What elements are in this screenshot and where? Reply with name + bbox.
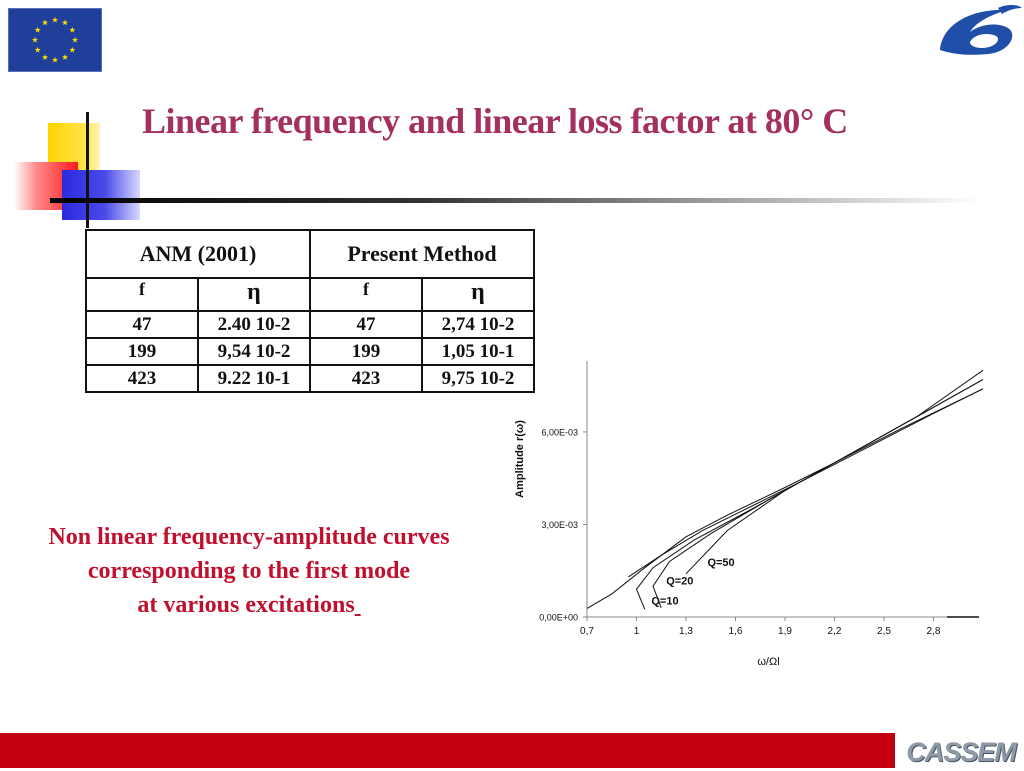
table-group-header-anm: ANM (2001) (85, 229, 311, 279)
caption-line: Non linear frequency-amplitude curves (48, 524, 450, 550)
table-cell: 9,54 10-2 (197, 337, 311, 366)
series-annotation: Q=20 (666, 576, 693, 588)
eu-star-icon (69, 46, 76, 53)
caption-underline-space (355, 592, 361, 618)
frequency-amplitude-chart: 0,00E+00 3,00E-03 6,00E-03 0,7 1 1,3 1,6 1,9 2,2… (514, 361, 984, 668)
fp6-swirl-icon (940, 5, 1022, 55)
x-tick-label: 2,5 (877, 626, 891, 637)
table-subheader-eta: η (421, 277, 535, 312)
table-cell: 2,74 10-2 (421, 310, 535, 339)
eu-star-icon (34, 26, 41, 33)
eu-star-icon (41, 54, 49, 60)
table-group-header-present: Present Method (309, 229, 535, 279)
x-tick-label: 2,2 (828, 626, 842, 637)
eu-stars-icon (31, 16, 79, 63)
eu-star-icon (61, 19, 69, 26)
table-row: 47 2.40 10-2 47 2,74 10-2 (85, 310, 535, 339)
y-tick-label: 0,00E+00 (539, 613, 578, 623)
decor-horizontal-rule (50, 198, 980, 203)
eu-flag-logo (9, 9, 101, 71)
series-line (628, 388, 984, 578)
footer-bar (0, 733, 895, 768)
eu-star-icon (71, 36, 79, 43)
table-cell: 2.40 10-2 (197, 310, 311, 339)
caption-line: at various excitations (137, 592, 355, 618)
y-tick-label: 6,00E-03 (541, 427, 578, 437)
table-cell: 1,05 10-1 (421, 337, 535, 366)
table-cell: 423 (85, 364, 199, 393)
table-cell: 47 (309, 310, 423, 339)
x-tick-label: 1,6 (729, 626, 743, 637)
series-line (652, 369, 984, 608)
eu-star-icon (51, 16, 59, 23)
eu-star-icon (69, 26, 76, 33)
eu-star-icon (51, 56, 59, 63)
eu-star-icon (61, 54, 69, 60)
x-tick-label: 0,7 (580, 626, 594, 637)
y-tick-label: 3,00E-03 (541, 520, 578, 530)
table-subheader-f: f (85, 277, 199, 312)
cassem-logo: CASSEM (898, 733, 1024, 768)
x-tick-label: 1,9 (778, 626, 792, 637)
series-line (586, 388, 984, 609)
x-axis-label: ω/Ωl (757, 656, 779, 668)
table-cell: 9,75 10-2 (421, 364, 535, 393)
x-tick-label: 1 (634, 626, 640, 637)
table-cell: 47 (85, 310, 199, 339)
results-table: ANM (2001) Present Method f η f η 47 2.4… (85, 229, 535, 393)
table-row: 199 9,54 10-2 199 1,05 10-1 (85, 337, 535, 366)
table-cell: 423 (309, 364, 423, 393)
table-cell: 9.22 10-1 (197, 364, 311, 393)
page-title: Linear frequency and linear loss factor … (142, 101, 848, 141)
series-annotation: Q=50 (707, 557, 734, 569)
table-row: 423 9.22 10-1 423 9,75 10-2 (85, 364, 535, 393)
eu-star-icon (31, 36, 39, 43)
series-line (685, 379, 984, 575)
table-subheader-eta: η (197, 277, 311, 312)
table-cell: 199 (309, 337, 423, 366)
caption-line: corresponding to the first mode (87, 558, 411, 584)
fp6-logo (936, 2, 1024, 58)
series-annotation: Q=10 (651, 596, 678, 608)
x-tick-label: 2,8 (927, 626, 941, 637)
eu-star-icon (41, 19, 49, 26)
decor-blue-square (62, 170, 140, 220)
eu-star-icon (34, 46, 41, 53)
table-subheader-f: f (309, 277, 423, 312)
chart-caption: Non linear frequency-amplitude curves co… (4, 520, 494, 622)
y-axis-label: Amplitude r(ω) (514, 420, 526, 498)
decor-vertical-line (86, 112, 89, 228)
table-cell: 199 (85, 337, 199, 366)
x-tick-label: 1,3 (679, 626, 693, 637)
